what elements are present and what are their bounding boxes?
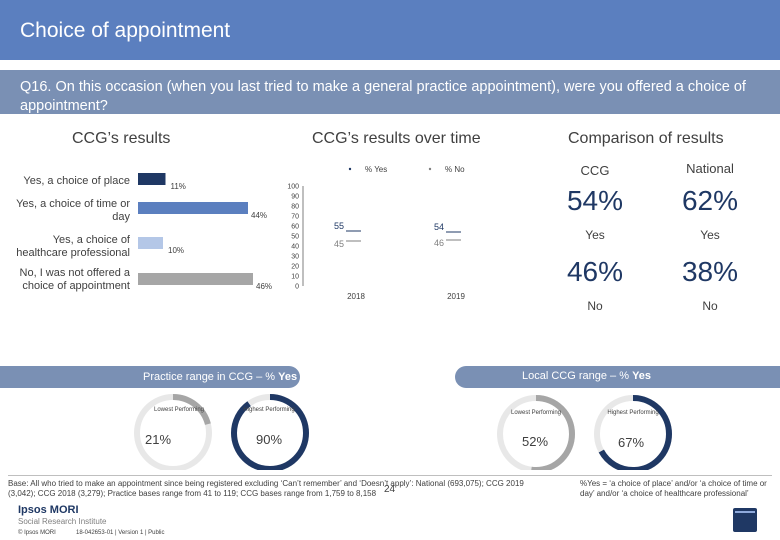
data-label: 46 bbox=[434, 238, 444, 248]
ipsos-corner-logo bbox=[733, 508, 757, 532]
ccg-yes-label: Yes bbox=[585, 228, 605, 242]
bar bbox=[138, 173, 166, 185]
page-number: 24 bbox=[384, 484, 396, 495]
ccg-bar-chart: Yes, a choice of place Yes, a choice of … bbox=[0, 155, 280, 305]
data-label: 45 bbox=[334, 239, 344, 249]
bar-value-label: 11% bbox=[171, 182, 186, 191]
y-tick-label: 100 bbox=[287, 184, 299, 191]
legend-marker bbox=[428, 167, 432, 171]
local-highest-value: 67% bbox=[618, 435, 645, 450]
page-title: Choice of appointment bbox=[20, 19, 231, 42]
data-label: 54 bbox=[434, 222, 444, 232]
legend-marker bbox=[348, 167, 352, 171]
bar bbox=[138, 273, 253, 285]
ccg-results-title: CCG’s results bbox=[72, 130, 171, 147]
practice-range-bar: Practice range in CCG – % Yes bbox=[0, 366, 300, 388]
version-text: 18-042653-01 | Version 1 | Public bbox=[76, 530, 165, 536]
ipsos-logo-name: Ipsos MORI bbox=[18, 504, 79, 516]
ipsos-logo-subtitle: Social Research Institute bbox=[18, 517, 107, 526]
yes-definition-note: %Yes = ‘a choice of place’ and/or ‘a cho… bbox=[580, 479, 767, 498]
x-tick-label: 2019 bbox=[447, 292, 465, 301]
question-bar: Q16. On this occasion (when you last tri… bbox=[0, 70, 780, 114]
donut-arc bbox=[497, 395, 575, 470]
practice-highest-donut bbox=[231, 394, 309, 470]
practice-range-title: Practice range in CCG – % Yes bbox=[143, 371, 298, 383]
question-text: Q16. On this occasion (when you last tri… bbox=[20, 79, 746, 114]
y-tick-label: 20 bbox=[291, 264, 299, 271]
practice-lowest-label: Lowest Performing bbox=[153, 407, 205, 413]
national-no-value: 38% bbox=[681, 256, 739, 287]
y-tick-label: 50 bbox=[291, 234, 299, 241]
practice-highest-value: 90% bbox=[256, 432, 283, 447]
bar-category-label: Yes, a choice of place bbox=[23, 175, 130, 187]
x-tick-label: 2018 bbox=[347, 292, 365, 301]
comparison-title: Comparison of results bbox=[568, 130, 724, 147]
ccg-no-label: No bbox=[587, 299, 603, 313]
ccg-column-header: CCG bbox=[580, 163, 610, 178]
over-time-chart: 0 10 20 30 40 50 60 70 80 90 100 2018 2019 % Yes 55 54%… bbox=[280, 155, 530, 305]
bar-value-label: 44% bbox=[251, 211, 267, 220]
national-column-header: National bbox=[686, 161, 734, 176]
national-no-label: No bbox=[702, 299, 718, 313]
line-chart-svg: 0 10 20 30 40 50 60 70 80 90 100 2018 2019 % Yes 55 54%… bbox=[287, 165, 465, 301]
y-tick-label: 70 bbox=[291, 214, 299, 221]
local-highest-donut bbox=[594, 395, 672, 470]
over-time-title: CCG’s results over time bbox=[312, 130, 481, 147]
ccg-yes-value: 54% bbox=[566, 185, 624, 216]
local-range-bar: Local CCG range – % Yes bbox=[455, 366, 780, 388]
local-lowest-label: Lowest Performing bbox=[510, 410, 562, 416]
bar-value-label: 10% bbox=[168, 246, 184, 255]
local-range-title: Local CCG range – % Yes bbox=[522, 370, 652, 382]
bar-value-label: 46% bbox=[256, 282, 272, 291]
donut-arc bbox=[231, 394, 309, 470]
y-tick-label: 10 bbox=[291, 274, 299, 281]
logo-stripe bbox=[735, 511, 755, 513]
data-label: 55 bbox=[334, 221, 344, 231]
practice-lowest-donut bbox=[134, 394, 212, 470]
national-yes-value: 62% bbox=[681, 185, 739, 216]
ccg-no-value: 46% bbox=[566, 256, 624, 287]
legend-label: % No bbox=[445, 165, 465, 174]
y-tick-label: 30 bbox=[291, 254, 299, 261]
donut-arc bbox=[594, 395, 672, 470]
bar-category-label: No, I was not offered a choice of appoin… bbox=[19, 267, 130, 292]
bar bbox=[138, 237, 163, 249]
y-tick-label: 0 bbox=[295, 284, 299, 291]
range-donuts-svg bbox=[134, 394, 672, 470]
practice-lowest-value: 21% bbox=[145, 432, 172, 447]
y-tick-label: 80 bbox=[291, 204, 299, 211]
local-highest-label: Highest Performing bbox=[607, 410, 659, 416]
donut-arc bbox=[134, 394, 212, 470]
local-lowest-donut bbox=[497, 395, 575, 470]
bar-chart-svg: 11% 44% 10% 46% bbox=[138, 173, 272, 291]
copyright: © Ipsos MORI bbox=[18, 530, 56, 536]
bar-category-label: Yes, a choice of time or day bbox=[16, 198, 130, 223]
header-bar: Choice of appointment bbox=[0, 0, 780, 60]
comparison-panel: CCG National 54% 62% Yes Yes 46% 38% No … bbox=[550, 155, 780, 325]
base-note: Base: All who tried to make an appointme… bbox=[8, 479, 524, 498]
bar bbox=[138, 202, 248, 214]
footer-divider bbox=[8, 475, 772, 476]
y-tick-label: 60 bbox=[291, 224, 299, 231]
legend-label: % Yes bbox=[365, 165, 387, 174]
y-tick-label: 40 bbox=[291, 244, 299, 251]
bar-category-label: Yes, a choice of healthcare professional bbox=[16, 234, 130, 259]
local-lowest-value: 52% bbox=[522, 434, 549, 449]
y-tick-label: 90 bbox=[291, 194, 299, 201]
practice-highest-label: Highest Performing bbox=[243, 407, 295, 413]
national-yes-label: Yes bbox=[700, 228, 720, 242]
